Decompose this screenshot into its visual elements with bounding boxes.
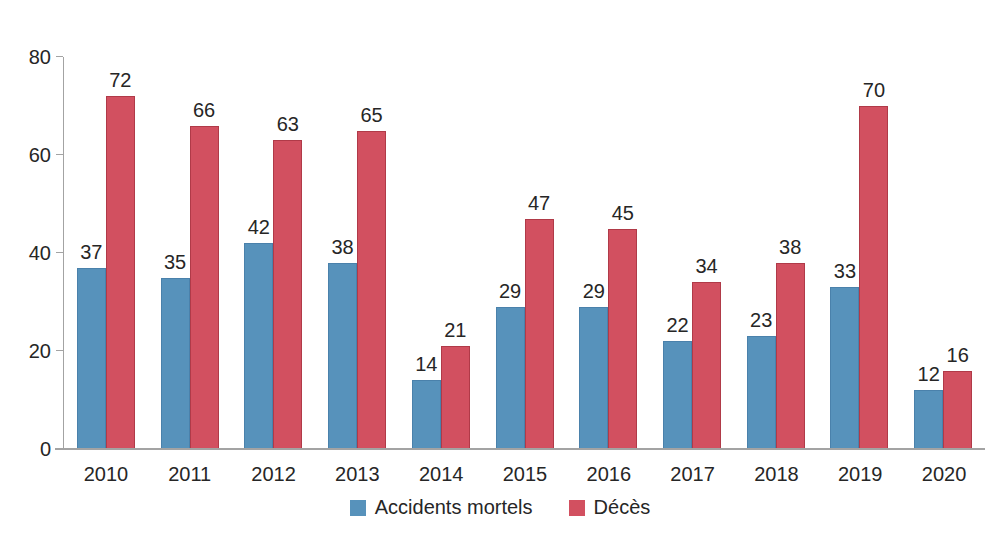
bar-group-2010: 3772 xyxy=(64,57,148,449)
bar-accidents-mortels-2016: 29 xyxy=(579,307,608,449)
x-axis-label-2020: 2020 xyxy=(902,463,986,486)
y-tick-mark xyxy=(56,252,63,253)
bar-group-2016: 2945 xyxy=(566,57,650,449)
bar-chart: 020406080 377235664263386514212947294522… xyxy=(0,0,1000,534)
bar-value-label: 66 xyxy=(193,100,215,120)
y-tick-label: 80 xyxy=(5,47,51,67)
bar-accidents-mortels-2015: 29 xyxy=(496,307,525,449)
bar-deces-2020: 16 xyxy=(943,371,972,449)
bar-deces-2017: 34 xyxy=(692,282,721,449)
bar-value-label: 33 xyxy=(834,261,856,281)
bar-value-label: 34 xyxy=(695,256,717,276)
x-axis-label-2010: 2010 xyxy=(64,463,148,486)
plot-area: 020406080 377235664263386514212947294522… xyxy=(63,57,985,449)
bar-value-label: 45 xyxy=(612,203,634,223)
bar-accidents-mortels-2017: 22 xyxy=(663,341,692,449)
bar-value-label: 72 xyxy=(109,70,131,90)
bar-value-label: 38 xyxy=(331,237,353,257)
x-axis-label-2014: 2014 xyxy=(399,463,483,486)
bar-group-2011: 3566 xyxy=(148,57,232,449)
x-axis-line xyxy=(55,448,985,450)
bar-group-2015: 2947 xyxy=(483,57,567,449)
bar-deces-2011: 66 xyxy=(190,126,219,449)
bar-value-label: 37 xyxy=(80,242,102,262)
x-axis-label-2017: 2017 xyxy=(651,463,735,486)
bar-value-label: 14 xyxy=(415,354,437,374)
x-axis-label-2012: 2012 xyxy=(232,463,316,486)
bar-accidents-mortels-2012: 42 xyxy=(244,243,273,449)
bar-accidents-mortels-2011: 35 xyxy=(161,278,190,450)
legend-label-accidents-mortels: Accidents mortels xyxy=(375,496,533,519)
bar-value-label: 38 xyxy=(779,237,801,257)
bar-deces-2015: 47 xyxy=(525,219,554,449)
y-tick-mark xyxy=(56,350,63,351)
bar-group-2018: 2338 xyxy=(734,57,818,449)
bar-accidents-mortels-2018: 23 xyxy=(747,336,776,449)
bar-deces-2012: 63 xyxy=(273,140,302,449)
y-tick-label: 20 xyxy=(5,341,51,361)
legend-item-accidents-mortels: Accidents mortels xyxy=(350,496,533,519)
bar-value-label: 35 xyxy=(164,252,186,272)
bar-value-label: 65 xyxy=(360,105,382,125)
bar-group-2014: 1421 xyxy=(399,57,483,449)
bar-accidents-mortels-2019: 33 xyxy=(830,287,859,449)
bar-group-2013: 3865 xyxy=(315,57,399,449)
bar-group-2017: 2234 xyxy=(650,57,734,449)
bar-value-label: 12 xyxy=(918,364,940,384)
x-axis-label-2018: 2018 xyxy=(735,463,819,486)
legend-swatch-accidents-mortels xyxy=(350,500,366,516)
x-axis-label-2013: 2013 xyxy=(315,463,399,486)
y-tick-mark xyxy=(56,56,63,57)
y-tick-mark xyxy=(56,154,63,155)
bar-value-label: 23 xyxy=(750,310,772,330)
y-tick-label: 40 xyxy=(5,243,51,263)
bar-value-label: 29 xyxy=(583,281,605,301)
bar-value-label: 22 xyxy=(666,315,688,335)
legend-swatch-deces xyxy=(569,500,585,516)
x-axis-label-2015: 2015 xyxy=(483,463,567,486)
bar-group-2019: 3370 xyxy=(818,57,902,449)
bar-deces-2013: 65 xyxy=(357,131,386,450)
x-axis-label-2019: 2019 xyxy=(818,463,902,486)
bar-accidents-mortels-2010: 37 xyxy=(77,268,106,449)
legend: Accidents mortels Décès xyxy=(0,496,1000,519)
legend-label-deces: Décès xyxy=(594,496,651,519)
bar-group-2012: 4263 xyxy=(231,57,315,449)
bar-value-label: 21 xyxy=(444,320,466,340)
bar-deces-2019: 70 xyxy=(859,106,888,449)
y-tick-label: 0 xyxy=(5,439,51,459)
x-axis-label-2016: 2016 xyxy=(567,463,651,486)
bar-value-label: 63 xyxy=(277,114,299,134)
bar-deces-2018: 38 xyxy=(776,263,805,449)
x-axis-label-2011: 2011 xyxy=(148,463,232,486)
bar-deces-2016: 45 xyxy=(608,229,637,450)
bar-accidents-mortels-2013: 38 xyxy=(328,263,357,449)
bar-accidents-mortels-2020: 12 xyxy=(914,390,943,449)
bar-group-2020: 1216 xyxy=(901,57,985,449)
bar-value-label: 70 xyxy=(863,80,885,100)
bar-deces-2014: 21 xyxy=(441,346,470,449)
bar-groups: 3772356642633865142129472945223423383370… xyxy=(64,57,985,449)
y-tick-label: 60 xyxy=(5,145,51,165)
bar-value-label: 42 xyxy=(248,217,270,237)
bar-accidents-mortels-2014: 14 xyxy=(412,380,441,449)
bar-value-label: 29 xyxy=(499,281,521,301)
bar-deces-2010: 72 xyxy=(106,96,135,449)
bar-value-label: 16 xyxy=(947,345,969,365)
bar-value-label: 47 xyxy=(528,193,550,213)
x-axis-labels: 2010201120122013201420152016201720182019… xyxy=(64,463,986,486)
legend-item-deces: Décès xyxy=(569,496,651,519)
